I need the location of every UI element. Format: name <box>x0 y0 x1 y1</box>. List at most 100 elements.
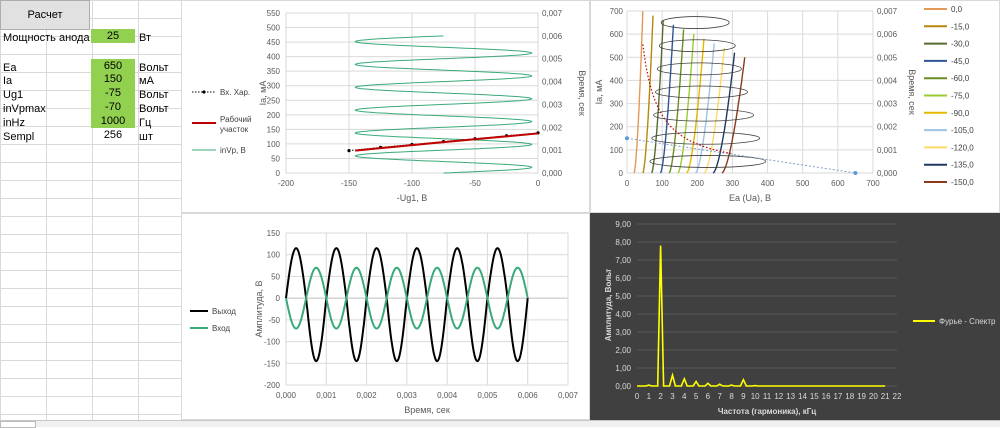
time-loop-ellipse <box>660 16 730 29</box>
anode-characteristic-chart[interactable]: 0 100 200 300 400 500 600 700 0 100 200 300 400 500 60… <box>590 0 1000 213</box>
calculate-button[interactable]: Расчет <box>0 0 90 30</box>
x-tick-label: 0,003 <box>397 391 418 400</box>
param-value[interactable]: 1000 <box>91 114 135 128</box>
y-axis-label: Ia, мА <box>258 81 268 106</box>
x-axis-label: -Ug1, В <box>397 193 428 203</box>
anode-curve-line <box>659 24 675 174</box>
y2-tick-label: 0,006 <box>877 30 898 39</box>
param-label: Sempl <box>3 131 35 143</box>
param-value[interactable]: 25 <box>91 29 135 43</box>
x-tick-label: 1 <box>647 392 652 401</box>
x-tick-label: 0,001 <box>316 391 337 400</box>
x-tick-label: 0,004 <box>437 391 458 400</box>
sheet-tab[interactable] <box>0 421 36 428</box>
anode-curve-line <box>633 10 644 174</box>
y-axis-label: Амплитуда, Вольт <box>604 269 613 342</box>
param-label: Мощность анода <box>3 32 90 44</box>
x-tick-label: 22 <box>893 392 902 401</box>
x-tick-label: 20 <box>869 392 878 401</box>
y2-tick-label: 0,005 <box>877 53 898 62</box>
y-tick-label: 1,00 <box>615 364 631 373</box>
param-value[interactable]: 256 <box>103 129 123 141</box>
param-value[interactable]: 650 <box>91 59 135 73</box>
x-tick-label: 9 <box>741 392 746 401</box>
x-tick-label: 12 <box>774 392 783 401</box>
x-tick-label: 500 <box>796 179 810 188</box>
waveform-svg: -200 -150 -100 -50 0 50 100 150 0,000 0,001 0,002 0… <box>190 229 579 415</box>
y-tick-label: -50 <box>268 316 280 325</box>
x-tick-label: 0,006 <box>518 391 539 400</box>
y-axis-label: Амплитуда, В <box>254 280 264 337</box>
x-tick-label: 5 <box>694 392 699 401</box>
x-tick-label: 10 <box>751 392 760 401</box>
y-tick-label: 150 <box>267 229 281 238</box>
y-tick-label: 6,00 <box>615 274 631 283</box>
y-tick-label: 150 <box>267 125 281 134</box>
anode-curve-line <box>721 57 746 174</box>
y2-axis-label: Время, сек <box>907 69 917 115</box>
x-tick-label: -200 <box>278 179 295 188</box>
x-tick-label: 11 <box>763 392 772 401</box>
y-tick-label: 200 <box>610 123 624 132</box>
input-characteristic-point <box>347 149 351 153</box>
x-tick-label: 19 <box>857 392 866 401</box>
x-tick-label: 4 <box>682 392 687 401</box>
y2-tick-label: 0,003 <box>877 100 898 109</box>
time-loop-ellipse <box>655 85 748 99</box>
y2-tick-label: 0,002 <box>877 123 898 132</box>
max-power-curve <box>642 44 733 155</box>
legend-label: -30,0 <box>951 40 970 49</box>
input-series-line <box>285 266 529 330</box>
legend-label: -75,0 <box>951 92 970 101</box>
anode-curve-line <box>703 47 725 174</box>
x-tick-label: 0,002 <box>357 391 378 400</box>
param-value[interactable]: 150 <box>91 72 135 86</box>
y-tick-label: 500 <box>267 24 281 33</box>
legend-label: Выход <box>212 307 236 316</box>
param-unit: Гц <box>139 117 152 129</box>
x-axis-label: Частота (гармоника), кГц <box>718 407 816 416</box>
input-characteristic-chart[interactable]: 0 50 100 150 200 250 300 350 400 450 500 550 -200 -15… <box>181 0 590 213</box>
param-unit: Вт <box>139 32 152 44</box>
legend-label: Вх. Хар. <box>220 88 250 97</box>
y2-tick-label: 0,002 <box>542 123 563 132</box>
legend-label: -105,0 <box>951 126 974 135</box>
waveform-chart[interactable]: -200 -150 -100 -50 0 50 100 150 0,000 0,001 0,002 0… <box>181 213 590 420</box>
fourier-spectrum-svg: 0,00 1,00 2,00 3,00 4,00 5,00 6,00 7,00 8,00 9,00… <box>604 220 996 416</box>
y-tick-label: -150 <box>264 359 281 368</box>
param-label: inHz <box>3 117 26 129</box>
y2-tick-label: 0,000 <box>877 169 898 178</box>
legend-label: -90,0 <box>951 109 970 118</box>
param-label: Ia <box>3 75 13 87</box>
param-value[interactable]: -75 <box>91 86 135 100</box>
fourier-spectrum-chart[interactable]: 0,00 1,00 2,00 3,00 4,00 5,00 6,00 7,00 8,00 9,00… <box>590 213 1000 420</box>
fourier-spectrum-line <box>637 245 886 387</box>
param-value[interactable]: -70 <box>91 100 135 114</box>
legend-label: inVp, В <box>220 146 246 155</box>
x-tick-label: 600 <box>831 179 845 188</box>
y-tick-label: 0 <box>619 169 624 178</box>
param-label: Ug1 <box>3 89 24 101</box>
x-tick-label: 0 <box>625 179 630 188</box>
x-tick-label: 17 <box>833 392 842 401</box>
y-tick-label: 0 <box>276 169 281 178</box>
param-unit: шт <box>139 131 153 143</box>
invp-series-line <box>354 35 533 174</box>
anode-curve-line <box>712 52 736 174</box>
y-tick-label: 100 <box>610 146 624 155</box>
param-unit: Вольт <box>139 103 169 115</box>
time-loop-ellipse <box>651 131 761 145</box>
x-tick-label: 400 <box>761 179 775 188</box>
x-tick-label: 8 <box>729 392 734 401</box>
y-tick-label: 2,00 <box>615 346 631 355</box>
x-tick-label: 0,005 <box>477 391 498 400</box>
x-tick-label: 14 <box>798 392 807 401</box>
y-tick-label: 50 <box>271 154 280 163</box>
time-loop-ellipse <box>656 62 742 76</box>
x-tick-label: -150 <box>341 179 358 188</box>
y2-tick-label: 0,006 <box>542 32 563 41</box>
param-label: Ea <box>3 62 17 74</box>
y-tick-label: 400 <box>610 76 624 85</box>
anode-curve-line <box>668 29 685 174</box>
legend-label: -120,0 <box>951 143 974 152</box>
